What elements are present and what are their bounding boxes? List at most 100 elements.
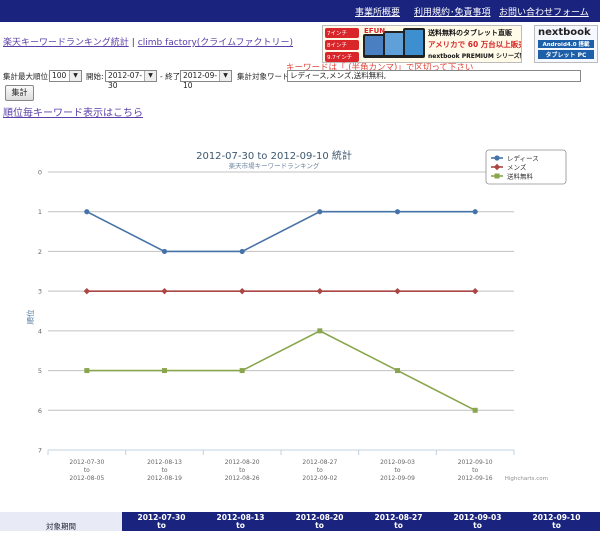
table-col-start: 2012-09-10: [532, 513, 581, 522]
end-label: - 終了:: [160, 72, 183, 81]
data-point: [84, 368, 90, 374]
y-tick-label: 7: [38, 447, 42, 455]
data-point: [162, 368, 167, 374]
ranking-line-chart: 012345672012-07-30to2012-08-052012-08-13…: [25, 149, 567, 482]
x-tick-label: 2012-08-19: [147, 475, 182, 482]
x-tick-label: 2012-09-09: [380, 475, 415, 482]
series-line: [86, 210, 476, 253]
axis-layer: 012345672012-07-30to2012-08-052012-08-13…: [38, 169, 515, 482]
legend-marker: [494, 155, 500, 161]
chart-subtitle: 楽天市場キーワードランキング: [229, 161, 320, 170]
data-point: [317, 328, 323, 334]
table-col-header: 2012-08-20 to: [280, 514, 359, 530]
chart-credit: Highcharts.com: [505, 476, 548, 482]
ad-size-label: 7インチ: [325, 28, 359, 38]
data-point: [83, 287, 91, 295]
y-tick-label: 0: [38, 169, 42, 177]
rank-keyword-link[interactable]: 順位毎キーワード表示はこちら: [3, 108, 143, 119]
data-point: [317, 209, 323, 215]
site-title-link[interactable]: 楽天キーワードランキング統計: [3, 38, 129, 48]
ad-brand-logo: EFUN: [364, 27, 386, 35]
data-point: [238, 287, 246, 295]
chart-title: 2012-07-30 to 2012-09-10 統計: [196, 149, 352, 162]
link-separator: |: [131, 38, 135, 48]
data-point: [472, 407, 478, 413]
data-point: [239, 368, 245, 374]
data-point: [471, 287, 479, 295]
x-tick-label: to: [394, 467, 400, 474]
ad-size-label: 9.7インチ: [325, 52, 359, 62]
chevron-down-icon: ▼: [144, 71, 156, 81]
period-table-header: 対象期間 2012-07-30 to 2012-08-13 to 2012-08-2…: [0, 512, 600, 531]
table-col-start: 2012-09-03: [453, 513, 502, 522]
nav-link-terms[interactable]: 利用規約･免責事項: [414, 8, 491, 18]
x-tick-label: 2012-08-05: [69, 475, 104, 482]
table-col-to: to: [394, 521, 403, 530]
series-line: [86, 329, 476, 411]
max-rank-select[interactable]: 100 ▼: [49, 70, 82, 82]
data-point: [395, 368, 400, 374]
data-point: [316, 287, 324, 295]
ad2-android-label: Android4.0 搭載: [538, 40, 594, 48]
start-date-select[interactable]: 2012-07-30 ▼: [105, 70, 157, 90]
x-tick-label: 2012-08-26: [225, 475, 260, 482]
nav-link-contact-form[interactable]: お問い合わせフォーム: [499, 8, 589, 18]
y-tick-label: 4: [38, 327, 42, 335]
y-tick-label: 3: [38, 288, 42, 296]
keyword-hint: キーワードは「,(半角カンマ)」で区切って下さい: [286, 63, 474, 73]
legend-marker: [494, 173, 500, 179]
ad-size-label: 8インチ: [325, 40, 359, 50]
x-tick-label: to: [239, 467, 245, 474]
x-tick-label: to: [161, 467, 167, 474]
keyword-input-value: レディース,メンズ,送料無料,: [290, 71, 387, 80]
ad2-brand: nextbook: [538, 27, 591, 38]
x-tick-label: 2012-09-02: [302, 475, 337, 482]
max-rank-label: 集計最大順位:: [3, 72, 51, 81]
data-point: [161, 248, 168, 255]
x-tick-label: 2012-07-30: [69, 459, 104, 466]
x-tick-label: 2012-09-16: [458, 475, 493, 482]
end-date-select[interactable]: 2012-09-10 ▼: [180, 70, 232, 90]
table-col-header: 2012-08-27 to: [359, 514, 438, 530]
data-point: [394, 287, 401, 295]
table-col-to: to: [552, 521, 561, 530]
table-col-start: 2012-08-27: [374, 513, 423, 522]
x-tick-label: 2012-08-13: [147, 459, 182, 466]
x-tick-label: 2012-08-20: [225, 459, 260, 466]
start-label: 開始:: [86, 72, 104, 81]
nav-link-office-overview[interactable]: 事業所概要: [355, 8, 401, 18]
x-tick-label: 2012-09-03: [380, 459, 415, 466]
table-header-label: 対象期間: [0, 512, 122, 531]
data-point: [394, 209, 401, 215]
x-tick-label: to: [472, 467, 478, 474]
legend-label: レディース: [507, 154, 539, 163]
table-col-header: 2012-07-30 to: [122, 514, 201, 530]
x-tick-label: to: [84, 467, 90, 474]
keyword-input[interactable]: レディース,メンズ,送料無料,: [287, 70, 581, 82]
table-col-header: 2012-09-10 to: [517, 514, 596, 530]
y-tick-label: 2: [38, 248, 42, 256]
chevron-down-icon: ▼: [69, 71, 81, 81]
ad-size-labels: 7インチ 8インチ 9.7インチ: [325, 28, 359, 62]
tablet-ad-banner[interactable]: 7インチ 8インチ 9.7インチ EFUN 送料無料のタブレット直販 アメリカで…: [322, 25, 522, 63]
keyword-label: 集計対象ワード:: [237, 72, 293, 81]
table-col-start: 2012-08-13: [216, 513, 265, 522]
nextbook-ad-banner[interactable]: nextbook Android4.0 搭載 タブレット PC: [534, 25, 598, 63]
y-tick-label: 5: [38, 367, 42, 375]
table-col-start: 2012-08-20: [295, 513, 344, 522]
data-point: [84, 209, 90, 215]
chevron-down-icon: ▼: [219, 71, 231, 81]
x-tick-label: 2012-09-10: [458, 459, 493, 466]
y-tick-label: 6: [38, 407, 42, 415]
table-col-header: 2012-09-03 to: [438, 514, 517, 530]
table-col-to: to: [315, 521, 324, 530]
table-col-start: 2012-07-30: [137, 513, 186, 522]
ad2-tablet-label: タブレット PC: [538, 50, 594, 59]
submit-button[interactable]: 集計: [5, 85, 34, 101]
company-link[interactable]: climb factory(クライムファクトリー): [137, 38, 294, 48]
end-date-value: 2012-09-10: [183, 71, 218, 90]
table-col-to: to: [236, 521, 245, 530]
ad-product-line: nextbook PREMIUM シリーズ新発売: [428, 53, 521, 60]
legend-box: [485, 149, 567, 185]
